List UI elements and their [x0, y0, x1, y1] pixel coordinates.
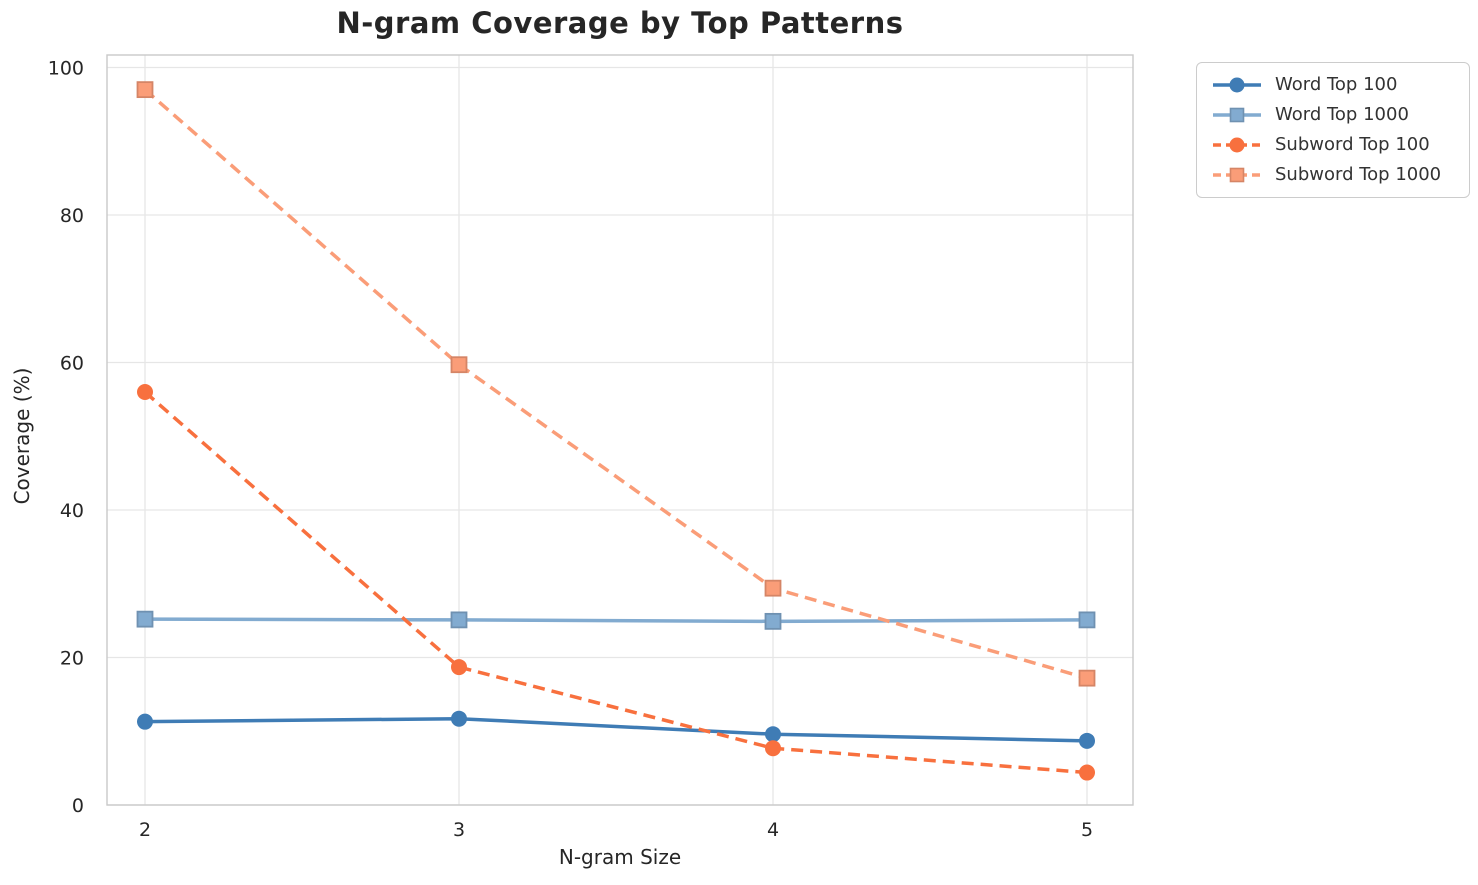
marker-word-top-1000 — [764, 612, 782, 630]
series-line-word-top-1000 — [144, 617, 1088, 624]
marker-word-top-100 — [137, 713, 153, 730]
series-subword-top-1000 — [136, 81, 1096, 687]
marker-word-top-100 — [1079, 732, 1095, 749]
marker-subword-top-100 — [451, 659, 467, 676]
y-axis-label: Coverage (%) — [10, 367, 34, 505]
marker-word-top-100 — [451, 710, 467, 727]
x-axis-label: N-gram Size — [558, 845, 682, 869]
series-subword-top-100 — [137, 384, 1095, 781]
x-tick-label: 2 — [139, 819, 151, 841]
marker-word-top-1000 — [450, 611, 468, 629]
legend-swatch-word-top-1000 — [1213, 107, 1261, 123]
marker-subword-top-1000 — [450, 356, 468, 374]
legend-item-word-top-1000: Word Top 1000 — [1211, 102, 1455, 128]
legend-item-subword-top-100: Subword Top 100 — [1211, 132, 1455, 158]
legend-item-subword-top-1000: Subword Top 1000 — [1211, 162, 1455, 188]
gridlines — [107, 55, 1133, 806]
marker-subword-top-1000 — [136, 81, 154, 99]
marker-word-top-1000 — [136, 610, 154, 628]
legend-label: Subword Top 100 — [1275, 134, 1430, 155]
legend-label: Subword Top 1000 — [1275, 164, 1442, 185]
legend-swatch-subword-top-1000 — [1213, 167, 1261, 183]
series-line-word-top-100 — [144, 716, 1088, 743]
y-tick-label: 60 — [60, 353, 84, 375]
legend-item-word-top-100: Word Top 100 — [1211, 72, 1455, 98]
plot-border — [106, 54, 1134, 806]
series-line-subword-top-1000 — [143, 88, 1088, 680]
chart-title: N-gram Coverage by Top Patterns — [336, 6, 904, 40]
legend-marker-circle — [1229, 77, 1245, 93]
legend-label: Word Top 1000 — [1275, 104, 1409, 125]
legend-label: Word Top 100 — [1275, 74, 1398, 95]
y-tick-label: 20 — [60, 648, 84, 670]
legend-marker-square — [1229, 107, 1245, 123]
tick-labels: 0 20 40 60 80 100 2 3 4 5 — [48, 58, 1093, 842]
series-word-top-100 — [137, 710, 1095, 749]
legend-marker-circle — [1229, 137, 1245, 153]
marker-subword-top-1000 — [1078, 669, 1096, 687]
legend-marker-square — [1229, 167, 1245, 183]
legend-swatch-subword-top-100 — [1213, 137, 1261, 153]
legend-swatch-word-top-100 — [1213, 77, 1261, 93]
series-word-top-1000 — [136, 610, 1096, 630]
marker-word-top-100 — [765, 726, 781, 743]
legend: Word Top 100 Word Top 1000 Subword Top 1… — [1196, 62, 1470, 198]
y-tick-label: 80 — [60, 205, 84, 227]
marker-subword-top-1000 — [764, 579, 782, 597]
x-tick-label: 5 — [1081, 819, 1093, 841]
y-tick-label: 40 — [60, 500, 84, 522]
x-tick-label: 3 — [453, 819, 465, 841]
y-tick-label: 0 — [72, 795, 84, 817]
marker-subword-top-100 — [1079, 764, 1095, 781]
marker-word-top-1000 — [1078, 611, 1096, 629]
x-tick-label: 4 — [767, 819, 779, 841]
marker-subword-top-100 — [137, 384, 153, 400]
series-line-subword-top-100 — [143, 390, 1088, 775]
marker-subword-top-100 — [765, 740, 781, 757]
y-tick-label: 100 — [48, 58, 84, 80]
